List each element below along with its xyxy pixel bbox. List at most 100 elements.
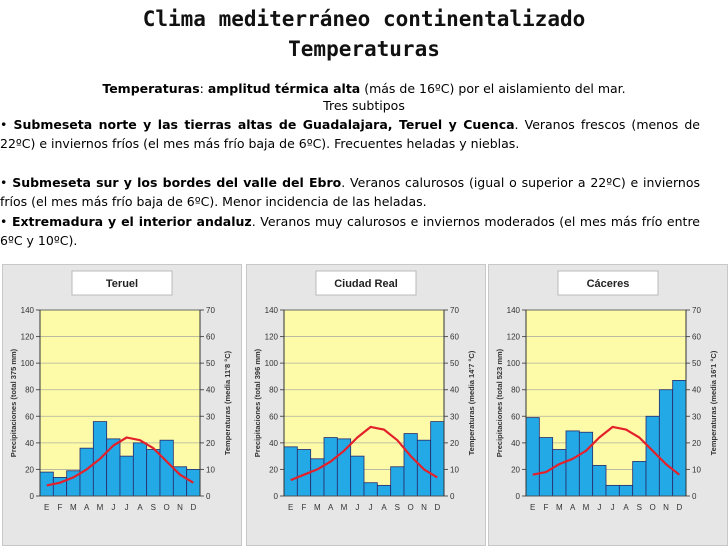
climograph-svg: Cáceres 0 0 20 10 40 20 60 30 80 40 100 50 120 60 140 70… (488, 264, 728, 546)
intro-text: Temperaturas: amplitud térmica alta (más… (0, 80, 728, 97)
intro-emph: amplitud térmica alta (207, 81, 361, 96)
precip-bar (658, 389, 674, 497)
bullet: • (0, 175, 8, 190)
precip-bar (618, 484, 634, 497)
y2-axis-label: Temperaturas (media 11'8 °C) (223, 350, 232, 455)
x-tick-label: O (164, 503, 170, 512)
y-tick-label: 0 (516, 492, 521, 501)
precip-bar (605, 484, 620, 497)
precip-bar (538, 437, 554, 497)
subtype-text: . Veranos frescos (menos de 22ºC) e invi… (0, 117, 700, 151)
precip-bar (323, 437, 338, 497)
intro-subtitle: Tres subtipos (323, 98, 405, 113)
temperature-line (46, 436, 194, 487)
y-tick-label: 140 (265, 306, 279, 315)
precip-bar (350, 455, 365, 497)
climograph-svg: Ciudad Real 0 0 20 10 40 20 60 30 80 40 100 50 120 60 1… (246, 264, 486, 546)
x-tick-label: E (44, 503, 49, 512)
y-axis-label: Precipitaciones (total 396 mm) (253, 348, 262, 457)
precip-bar (403, 433, 418, 497)
precip-bar (376, 484, 392, 497)
x-tick-label: A (623, 503, 629, 512)
y-tick-label: 0 (30, 492, 35, 501)
intro-label: Temperaturas (102, 81, 200, 96)
subtype-name: Submeseta sur y los bordes del valle del… (12, 175, 342, 190)
y2-tick-label: 0 (450, 492, 455, 501)
bullet: • (0, 214, 8, 229)
y2-tick-label: 20 (692, 439, 701, 448)
y2-tick-label: 60 (692, 333, 701, 342)
chart-title: Teruel (106, 278, 138, 290)
bullet: • (0, 117, 8, 132)
y2-axis-label: Temperaturas (media 14'7 °C) (467, 350, 476, 455)
precip-bar (632, 461, 647, 497)
subtype-text: . Veranos calurosos (igual o superior a … (0, 175, 700, 209)
precip-bar (132, 442, 148, 497)
precip-bar (106, 438, 121, 497)
y-tick-label: 40 (511, 439, 520, 448)
x-tick-label: M (314, 503, 321, 512)
chart-title: Cáceres (587, 278, 630, 290)
x-tick-label: S (637, 503, 642, 512)
y-tick-label: 120 (21, 333, 35, 342)
x-tick-label: D (434, 503, 440, 512)
precip-bar (672, 380, 687, 497)
x-tick-label: D (190, 503, 196, 512)
precip-bar (146, 449, 161, 497)
climograph-caceres: Cáceres 0 0 20 10 40 20 60 30 80 40 100 50 120 60 140 70… (488, 264, 728, 546)
y2-tick-label: 70 (450, 306, 459, 315)
y-tick-label: 120 (507, 333, 521, 342)
precip-bar (565, 430, 580, 497)
y2-tick-label: 10 (692, 465, 701, 474)
x-tick-label: M (341, 503, 348, 512)
y2-tick-label: 20 (206, 439, 215, 448)
x-tick-label: O (650, 503, 656, 512)
chart-title: Ciudad Real (334, 278, 398, 290)
y2-tick-label: 10 (450, 465, 459, 474)
x-tick-label: J (611, 503, 615, 512)
x-tick-label: A (137, 503, 143, 512)
y-tick-label: 20 (511, 465, 520, 474)
y-tick-label: 80 (511, 386, 520, 395)
y-tick-label: 0 (274, 492, 279, 501)
precip-bar (390, 466, 405, 497)
subtype-name: Extremadura y el interior andaluz (11, 214, 252, 229)
x-tick-label: F (58, 503, 63, 512)
y-tick-label: 100 (21, 359, 35, 368)
y-tick-label: 20 (25, 465, 34, 474)
precip-bar (363, 482, 378, 497)
y2-tick-label: 50 (692, 359, 701, 368)
y-tick-label: 140 (21, 306, 35, 315)
subtype-paragraph-2: • Submeseta sur y los bordes del valle d… (0, 174, 700, 211)
precip-bar (578, 431, 594, 497)
y2-tick-label: 10 (206, 465, 215, 474)
x-tick-label: M (556, 503, 563, 512)
precip-bar (592, 465, 607, 497)
x-tick-label: N (421, 503, 427, 512)
y2-tick-label: 30 (692, 412, 701, 421)
precip-bar (119, 455, 134, 497)
y2-tick-label: 40 (206, 386, 215, 395)
x-tick-label: A (381, 503, 387, 512)
y-tick-label: 100 (265, 359, 279, 368)
y-tick-label: 120 (265, 333, 279, 342)
chart-title-box (71, 270, 173, 296)
y-tick-label: 100 (507, 359, 521, 368)
x-tick-label: M (70, 503, 77, 512)
y2-tick-label: 70 (206, 306, 215, 315)
temperature-line (532, 425, 680, 476)
y-tick-label: 60 (25, 412, 34, 421)
x-tick-label: M (583, 503, 590, 512)
subtype-text: . Veranos muy calurosos e inviernos mode… (0, 214, 700, 248)
x-tick-label: N (663, 503, 669, 512)
precip-bar (186, 469, 201, 497)
subtype-name: Submeseta norte y las tierras altas de G… (13, 117, 515, 132)
intro-sep: : (199, 81, 208, 96)
x-tick-label: N (177, 503, 183, 512)
y-tick-label: 80 (269, 386, 278, 395)
y-tick-label: 40 (25, 439, 34, 448)
intro-rest: (más de 16ºC) por el aislamiento del mar… (360, 81, 626, 96)
y2-tick-label: 0 (206, 492, 211, 501)
y-axis-label: Precipitaciones (total 375 mm) (9, 348, 18, 457)
chart-title-box (557, 270, 659, 296)
